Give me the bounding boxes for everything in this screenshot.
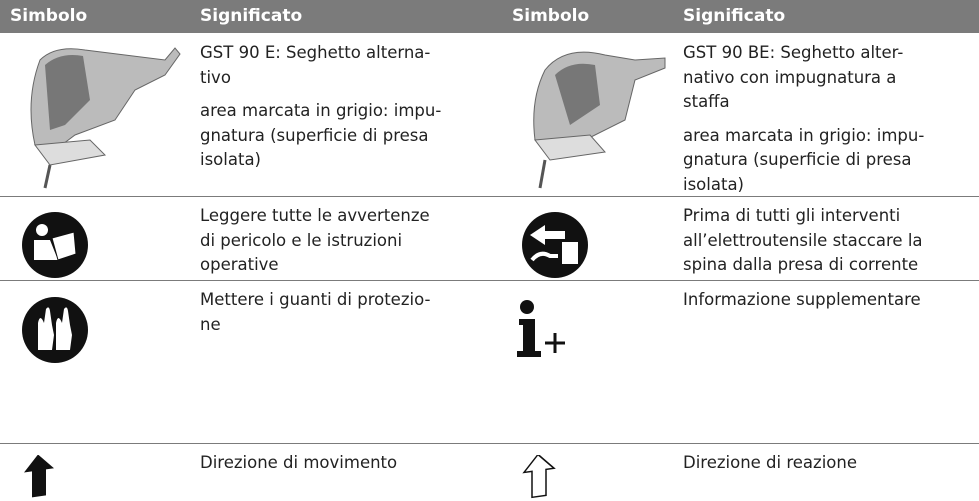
meaning-cell: Informazione supplementare	[683, 288, 975, 322]
gloves-icon	[22, 297, 88, 363]
text-line: ne	[200, 314, 221, 334]
column-header: Significato	[683, 6, 786, 26]
paragraph: GST 90 E: Seghetto alterna-tivo	[200, 41, 500, 90]
text-line: Leggere tutte le avvertenze	[200, 206, 430, 225]
text-line: gnatura (superficie di presa	[683, 150, 912, 169]
paragraph: Leggere tutte le avvertenze di pericolo e…	[200, 204, 500, 278]
text-line: operative	[200, 255, 279, 274]
paragraph: Direzione di reazione	[683, 451, 975, 476]
column-header: Simbolo	[512, 6, 590, 26]
paragraph: Direzione di movimento	[200, 451, 500, 476]
header-bar	[0, 0, 979, 33]
paragraph: Mettere i guanti di protezio-ne	[200, 288, 500, 337]
unplug-icon	[522, 212, 588, 278]
paragraph: Informazione supplementare	[683, 288, 975, 313]
text-line: staffa	[683, 92, 730, 111]
paragraph: GST 90 BE: Seghetto alter-nativo con imp…	[683, 41, 975, 115]
meaning-cell: Prima di tutti gli interventi all’elettro…	[683, 204, 975, 287]
text-line: GST 90 BE: Seghetto alter-	[683, 43, 904, 62]
text-line: isolata)	[200, 150, 261, 169]
movement-arrow-icon	[24, 455, 54, 498]
text-line: nativo con impugnatura a	[683, 67, 897, 87]
text-line: area marcata in grigio: impu-	[200, 101, 442, 120]
text-line: isolata)	[683, 174, 744, 194]
meaning-cell: GST 90 BE: Seghetto alter-nativo con imp…	[683, 41, 975, 206]
text-line: Direzione di movimento	[200, 453, 398, 472]
text-line: spina dalla presa di corrente	[683, 255, 919, 274]
info-plus-icon	[517, 300, 565, 357]
reaction-arrow-icon	[522, 455, 556, 499]
text-line: Mettere i guanti di protezio-	[200, 290, 431, 309]
text-line: Prima di tutti gli interventi	[683, 206, 901, 225]
text-line: GST 90 E: Seghetto alterna-	[200, 43, 431, 62]
read-manual-icon	[22, 212, 88, 278]
meaning-cell: Mettere i guanti di protezio-ne	[200, 288, 500, 346]
text-line: Direzione di reazione	[683, 453, 857, 472]
meaning-cell: Direzione di reazione	[683, 451, 975, 485]
row-separator	[0, 196, 979, 197]
meaning-cell: GST 90 E: Seghetto alterna-tivo area marc…	[200, 41, 500, 182]
text-line: Informazione supplementare	[683, 290, 921, 309]
row-separator	[0, 280, 979, 281]
paragraph: area marcata in grigio: impu-gnatura (su…	[200, 99, 500, 173]
jigsaw-icon	[30, 47, 181, 189]
text-line: area marcata in grigio: impu-	[683, 125, 925, 145]
column-header: Significato	[200, 6, 303, 26]
column-header: Simbolo	[10, 6, 88, 26]
paragraph: Prima di tutti gli interventi all’elettro…	[683, 204, 975, 278]
text-line: gnatura (superficie di presa	[200, 125, 429, 145]
paragraph: area marcata in grigio: impu-gnatura (su…	[683, 124, 975, 198]
jigsaw-icon	[533, 51, 666, 189]
row-separator	[0, 443, 979, 444]
text-line: all’elettroutensile staccare la	[683, 230, 923, 250]
meaning-cell: Leggere tutte le avvertenze di pericolo e…	[200, 204, 500, 287]
meaning-cell: Direzione di movimento	[200, 451, 500, 485]
text-line: tivo	[200, 67, 231, 87]
text-line: di pericolo e le istruzioni	[200, 230, 403, 250]
